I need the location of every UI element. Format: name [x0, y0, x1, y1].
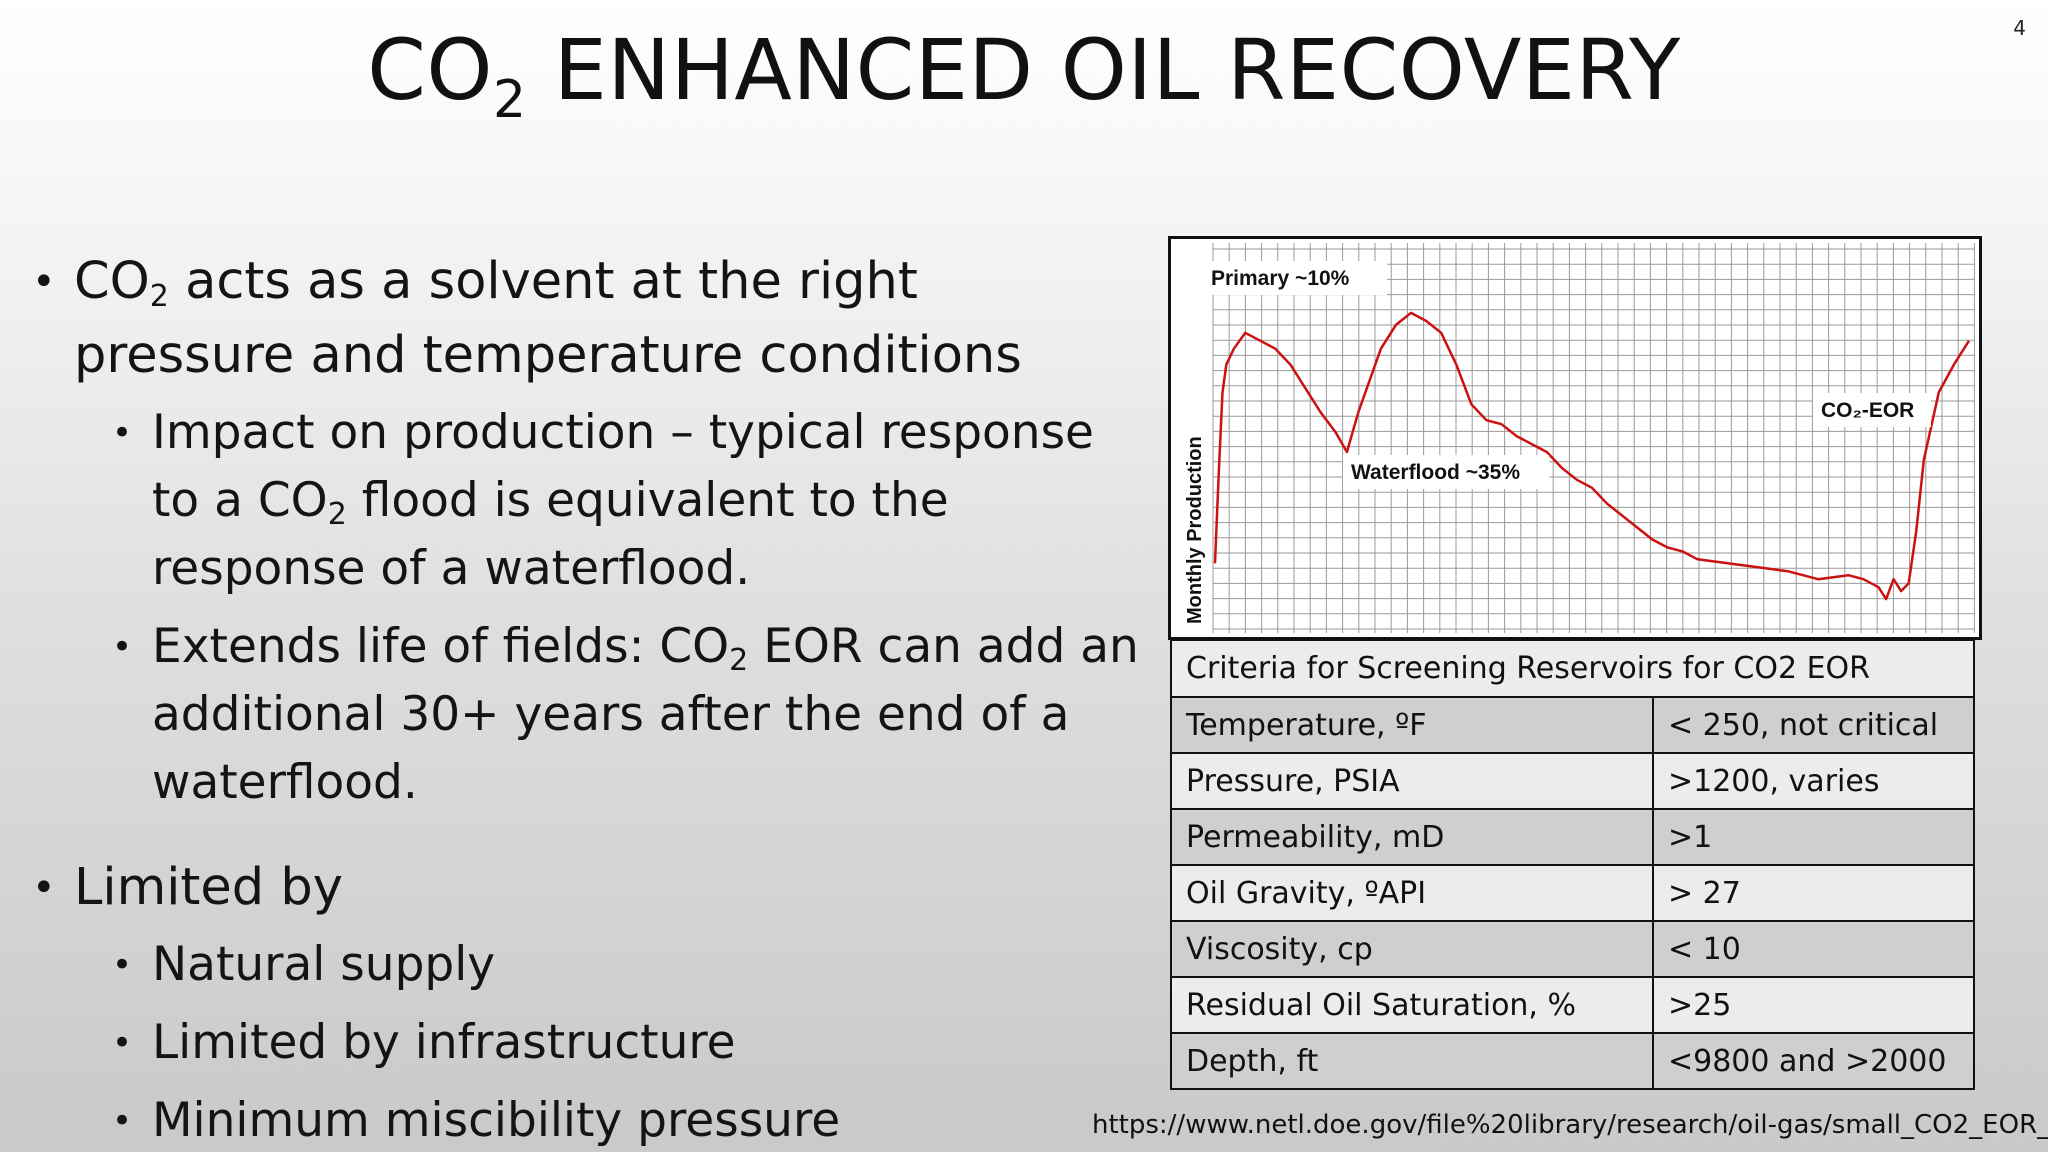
criteria-value: >1200, varies	[1652, 752, 1975, 810]
bullet-list: CO2 acts as a solvent at the right press…	[30, 245, 1150, 1165]
criteria-value: > 27	[1652, 864, 1975, 922]
criteria-name: Permeability, mD	[1170, 808, 1654, 866]
bullet-text-post: acts as a solvent at the right pressure …	[74, 252, 1022, 385]
bullet-text-post: EOR can add an additional 30+ years afte…	[152, 619, 1139, 810]
annotation-primary: Primary ~10%	[1201, 261, 1387, 295]
bullet-text-post: flood is equivalent to the response of a…	[152, 473, 949, 596]
production-chart: Monthly Production Primary ~10% Waterflo…	[1168, 236, 1982, 640]
criteria-name: Pressure, PSIA	[1170, 752, 1654, 810]
criteria-value: <9800 and >2000	[1652, 1032, 1975, 1090]
table-row: Temperature, ºF < 250, not critical	[1170, 696, 1975, 754]
criteria-value: < 250, not critical	[1652, 696, 1975, 754]
bullet-subscript: 2	[729, 643, 749, 678]
bullet-subscript: 2	[149, 279, 169, 314]
criteria-name: Temperature, ºF	[1170, 696, 1654, 754]
criteria-name: Residual Oil Saturation, %	[1170, 976, 1654, 1034]
bullet-text-pre: Impact on production – typical response …	[152, 405, 1094, 528]
bullet-text-pre: Extends life of fields: CO	[152, 619, 730, 674]
table-row: Viscosity, cp < 10	[1170, 920, 1975, 978]
bullet-co2-solvent: CO2 acts as a solvent at the right press…	[30, 245, 1150, 393]
table-title: Criteria for Screening Reservoirs for CO…	[1170, 639, 1975, 698]
annotation-co2-eor: CO₂-EOR	[1813, 393, 1931, 427]
criteria-name: Depth, ft	[1170, 1032, 1654, 1090]
bullet-subscript: 2	[327, 497, 347, 532]
criteria-name: Viscosity, cp	[1170, 920, 1654, 978]
annotation-waterflood: Waterflood ~35%	[1343, 455, 1549, 489]
table-row: Pressure, PSIA >1200, varies	[1170, 752, 1975, 810]
bullet-text-pre: CO	[74, 252, 150, 311]
annotation-waterflood-text: Waterflood ~35%	[1351, 461, 1520, 484]
table-header-row: Criteria for Screening Reservoirs for CO…	[1170, 639, 1975, 698]
table-row: Oil Gravity, ºAPI > 27	[1170, 864, 1975, 922]
y-axis-label: Monthly Production	[1184, 436, 1206, 624]
slide-number: 4	[2013, 16, 2026, 40]
table-row: Permeability, mD >1	[1170, 808, 1975, 866]
criteria-value: < 10	[1652, 920, 1975, 978]
screening-criteria-table: Criteria for Screening Reservoirs for CO…	[1170, 639, 1975, 1090]
sub-bullet-infrastructure: Limited by infrastructure	[30, 1009, 1150, 1077]
production-chart-svg: Monthly Production Primary ~10% Waterflo…	[1184, 243, 1975, 633]
criteria-value: >25	[1652, 976, 1975, 1034]
sub-bullet-impact-on-production: Impact on production – typical response …	[30, 399, 1150, 603]
criteria-name: Oil Gravity, ºAPI	[1170, 864, 1654, 922]
criteria-value: >1	[1652, 808, 1975, 866]
chart-grid	[1212, 243, 1975, 633]
title-text-pre: CO	[367, 21, 494, 119]
sub-bullet-miscibility-pressure: Minimum miscibility pressure	[30, 1087, 1150, 1155]
annotation-primary-text: Primary ~10%	[1211, 267, 1350, 290]
production-series-line	[1213, 311, 1971, 601]
bullet-limited-by: Limited by	[30, 851, 1150, 925]
sub-bullet-extends-life: Extends life of fields: CO2 EOR can add …	[30, 613, 1150, 817]
annotation-co2-eor-text: CO₂-EOR	[1821, 399, 1914, 422]
sub-bullet-natural-supply: Natural supply	[30, 931, 1150, 999]
title-text-post: ENHANCED OIL RECOVERY	[526, 21, 1681, 119]
table-row: Residual Oil Saturation, % >25	[1170, 976, 1975, 1034]
source-link[interactable]: https://www.netl.doe.gov/file%20library/…	[1092, 1110, 2048, 1140]
slide-title: CO2 ENHANCED OIL RECOVERY	[0, 21, 2048, 126]
title-subscript: 2	[493, 70, 527, 130]
table-row: Depth, ft <9800 and >2000	[1170, 1032, 1975, 1090]
